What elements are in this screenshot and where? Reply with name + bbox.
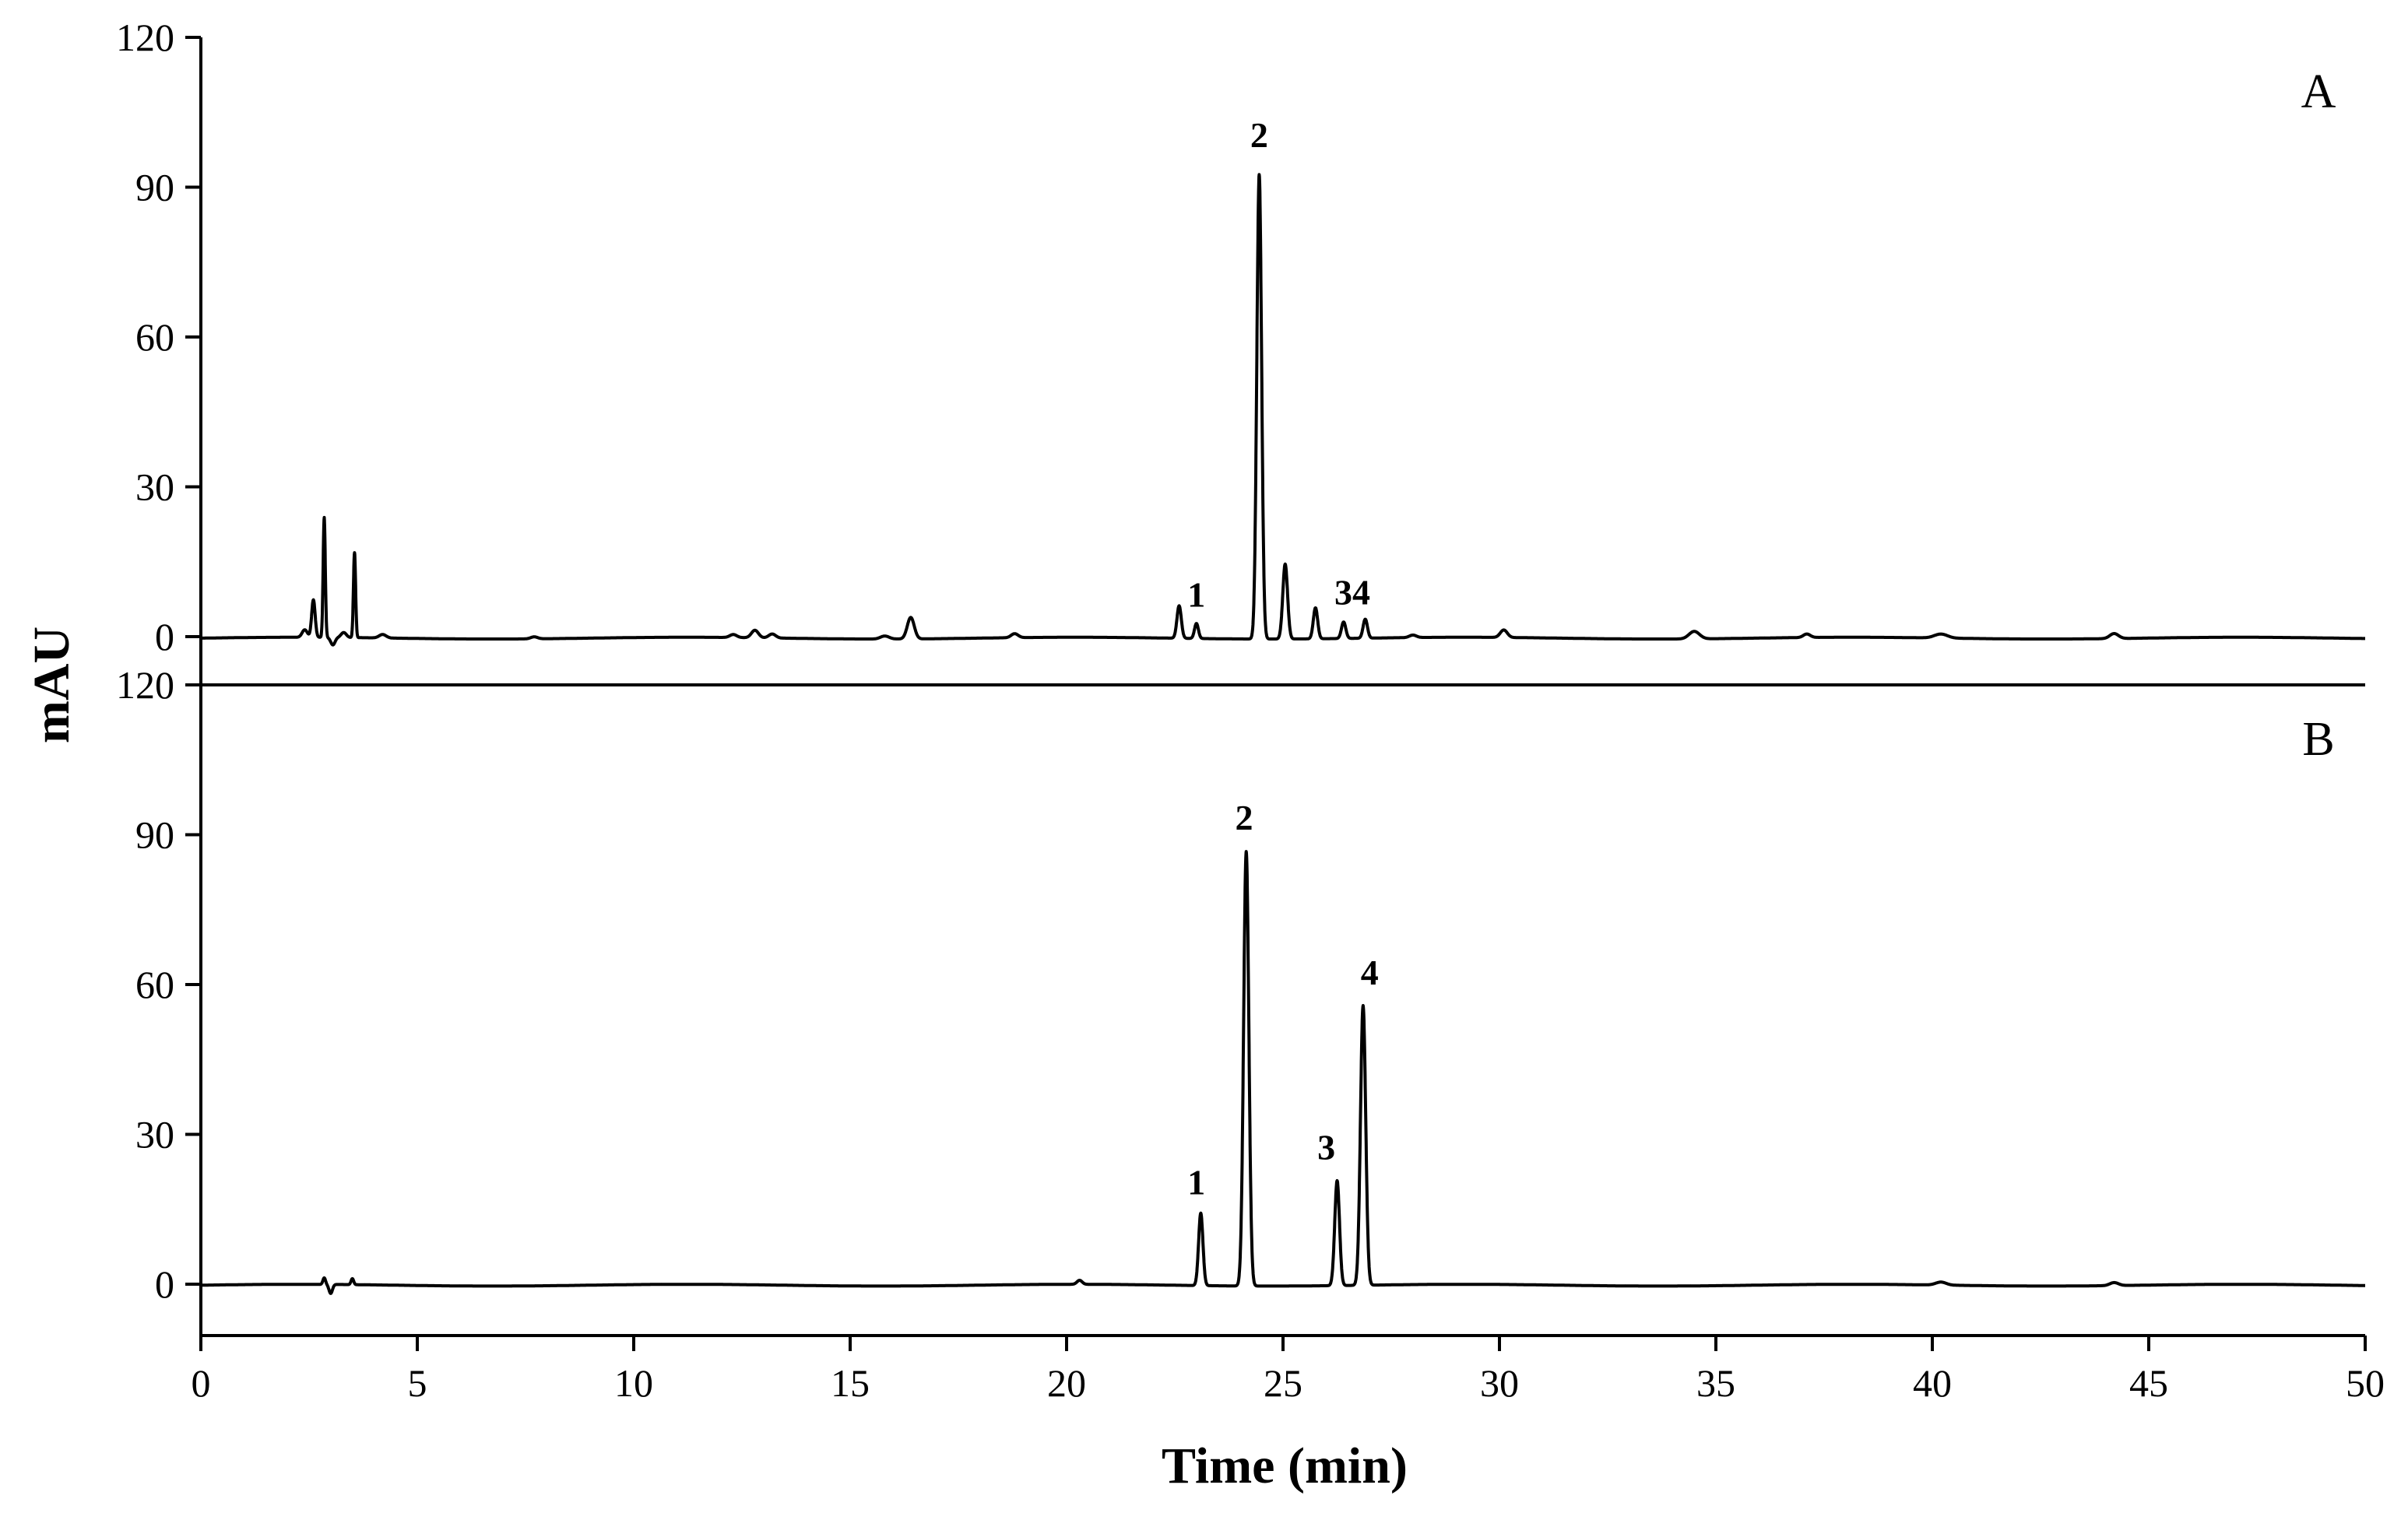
panel-b-label: B bbox=[2302, 713, 2334, 766]
x-tick-label: 45 bbox=[2129, 1361, 2168, 1405]
panel-a-trace bbox=[199, 173, 2367, 647]
axes-layer bbox=[185, 36, 2367, 1351]
x-tick-label: 25 bbox=[1264, 1361, 1302, 1405]
x-tick-label: 0 bbox=[192, 1361, 211, 1405]
panel-b-trace bbox=[199, 850, 2367, 1295]
x-tick-label: 5 bbox=[408, 1361, 427, 1405]
panel-b-peak-label: 2 bbox=[1235, 798, 1253, 837]
panel-a-y-tick-label: 60 bbox=[135, 315, 174, 359]
panel-a-peak-label: 1 bbox=[1187, 575, 1205, 615]
x-tick-label: 20 bbox=[1047, 1361, 1086, 1405]
panel-a-peak-label: 34 bbox=[1334, 572, 1370, 612]
panel-b-peak-label: 4 bbox=[1361, 953, 1379, 992]
panel-b-y-tick-label: 0 bbox=[155, 1262, 174, 1306]
x-tick-label: 35 bbox=[1696, 1361, 1735, 1405]
panel-b-peak-label: 1 bbox=[1187, 1163, 1205, 1202]
panel-a-label: A bbox=[2301, 65, 2336, 118]
traces-layer bbox=[199, 173, 2367, 1295]
panel-a-y-tick-label: 30 bbox=[135, 465, 174, 509]
x-tick-label: 15 bbox=[831, 1361, 870, 1405]
panel-a-y-tick-label: 90 bbox=[135, 166, 174, 209]
panel-b-y-tick-label: 120 bbox=[116, 663, 174, 707]
panel-b-y-tick-label: 30 bbox=[135, 1113, 174, 1157]
panel-b-y-tick-label: 60 bbox=[135, 963, 174, 1006]
y-axis-title: mAU bbox=[23, 627, 80, 743]
panel-a-peak-label: 2 bbox=[1250, 115, 1268, 155]
x-tick-label: 10 bbox=[614, 1361, 653, 1405]
x-tick-label: 50 bbox=[2346, 1361, 2385, 1405]
x-tick-label: 30 bbox=[1480, 1361, 1519, 1405]
x-axis-title: Time (min) bbox=[1162, 1438, 1408, 1494]
x-tick-label: 40 bbox=[1913, 1361, 1952, 1405]
panel-a-y-tick-label: 0 bbox=[155, 615, 174, 658]
panel-b-peak-label: 3 bbox=[1317, 1128, 1335, 1167]
panel-b-y-tick-label: 90 bbox=[135, 813, 174, 857]
panel-a-y-tick-label: 120 bbox=[116, 16, 174, 59]
